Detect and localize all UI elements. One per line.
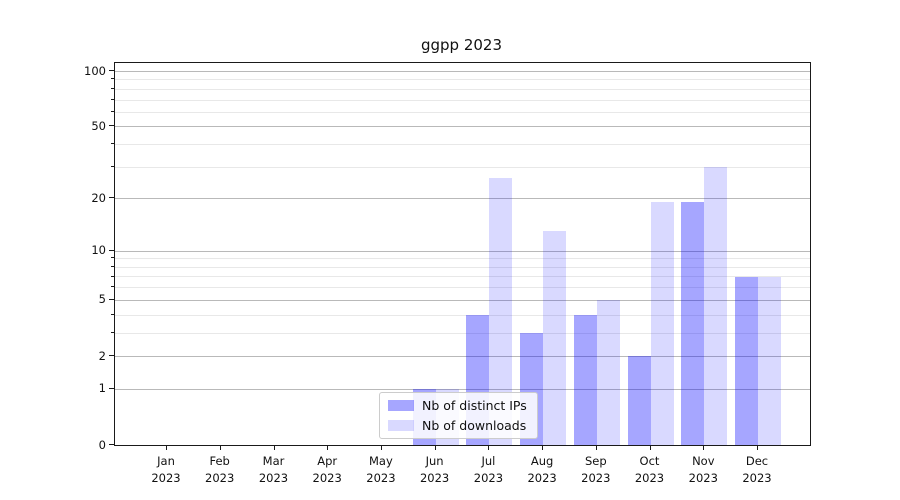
y-minortick-9 [111, 257, 114, 259]
gridline-y-90 [115, 79, 810, 81]
x-tick-label-oct: Oct 2023 [634, 454, 665, 485]
gridline-y-7 [115, 276, 810, 278]
chart-title: ggpp 2023 [420, 36, 503, 54]
y-minortick-4 [111, 313, 114, 315]
legend-swatch-ips [388, 400, 414, 411]
y-tick-label-5: 5 [98, 292, 106, 307]
bar-ips-nov [681, 202, 705, 445]
plot-area: Nb of distinct IPs Nb of downloads [114, 62, 811, 446]
y-minortick-30 [111, 165, 114, 167]
legend-label: Nb of downloads [422, 418, 527, 433]
y-tickmark-10 [109, 249, 114, 251]
x-tick-label-nov: Nov 2023 [688, 454, 718, 485]
y-minortick-3 [111, 331, 114, 333]
x-tickmark-4 [380, 445, 382, 450]
x-tick-label-aug: Aug 2023 [527, 454, 557, 485]
gridline-y-100 [115, 70, 810, 72]
y-tick-label-10: 10 [91, 243, 106, 258]
x-tickmark-7 [542, 445, 544, 450]
gridline-y-6 [115, 287, 810, 289]
bar-ips-oct [627, 356, 651, 445]
y-tick-label-100: 100 [84, 63, 106, 78]
gridline-y-4 [115, 314, 810, 316]
bar-ips-sep [573, 314, 597, 445]
x-tickmark-8 [595, 445, 597, 450]
y-tickmark-1 [109, 387, 114, 389]
gridline-y-20 [115, 198, 810, 200]
gridline-y-60 [115, 111, 810, 113]
y-minortick-8 [111, 265, 114, 267]
y-tick-label-50: 50 [91, 118, 106, 133]
y-tickmark-50 [109, 125, 114, 127]
x-tick-label-dec: Dec 2023 [742, 454, 772, 485]
x-tickmark-1 [219, 445, 221, 450]
x-tickmark-5 [434, 445, 436, 450]
legend-label: Nb of distinct IPs [422, 398, 527, 413]
x-tick-label-sep: Sep 2023 [581, 454, 611, 485]
x-tick-label-jun: Jun 2023 [419, 454, 450, 485]
x-tick-label-mar: Mar 2023 [258, 454, 289, 485]
legend-swatch-downloads [388, 420, 414, 431]
legend: Nb of distinct IPs Nb of downloads [379, 392, 538, 439]
x-tick-label-may: May 2023 [366, 454, 396, 485]
x-tick-label-jul: Jul 2023 [473, 454, 504, 485]
y-tickmark-5 [109, 298, 114, 300]
legend-item-distinct-ips: Nb of distinct IPs [388, 398, 527, 413]
grid-layer [115, 63, 810, 445]
x-tickmark-2 [273, 445, 275, 450]
gridline-y-5 [115, 299, 810, 301]
bar-downloads-jul [489, 177, 513, 445]
x-tickmark-0 [166, 445, 167, 450]
x-tickmark-11 [757, 445, 758, 450]
bar-downloads-dec [758, 276, 781, 445]
gridline-y-80 [115, 88, 810, 90]
y-tick-label-1: 1 [98, 381, 106, 396]
bar-downloads-aug [543, 231, 567, 445]
legend-item-downloads: Nb of downloads [388, 418, 527, 433]
x-tickmark-3 [327, 445, 329, 450]
x-tick-label-apr: Apr 2023 [312, 454, 342, 485]
bars-layer [115, 63, 810, 445]
gridline-y-10 [115, 250, 810, 252]
y-minortick-70 [111, 98, 114, 100]
bar-downloads-nov [704, 166, 728, 445]
gridline-y-9 [115, 258, 810, 260]
y-tickmark-20 [109, 197, 114, 199]
x-tick-label-feb: Feb 2023 [205, 454, 235, 485]
y-minortick-7 [111, 275, 114, 277]
gridline-y-1 [115, 388, 810, 390]
y-tickmark-0 [109, 444, 114, 445]
y-minortick-80 [111, 87, 114, 89]
y-tickmark-2 [109, 355, 114, 356]
x-tick-label-jan: Jan 2023 [151, 454, 181, 485]
gridline-y-30 [115, 166, 810, 168]
y-minortick-60 [111, 110, 114, 112]
gridline-y-40 [115, 144, 810, 146]
bar-downloads-sep [596, 299, 620, 445]
y-minortick-40 [111, 143, 114, 145]
bar-ips-dec [735, 276, 758, 445]
gridline-y-50 [115, 126, 810, 128]
gridline-y-70 [115, 99, 810, 101]
gridline-y-3 [115, 332, 810, 334]
bar-downloads-oct [650, 202, 674, 445]
gridline-y-2 [115, 355, 810, 357]
x-tickmark-10 [703, 445, 705, 450]
y-tick-label-2: 2 [98, 348, 106, 363]
gridline-y-8 [115, 266, 810, 268]
x-tickmark-9 [649, 445, 651, 450]
x-tickmark-6 [488, 445, 490, 450]
y-tick-label-0: 0 [98, 437, 106, 452]
y-tickmark-100 [109, 70, 114, 71]
y-tick-label-20: 20 [91, 190, 106, 205]
y-minortick-6 [111, 286, 114, 288]
y-minortick-90 [111, 78, 114, 80]
